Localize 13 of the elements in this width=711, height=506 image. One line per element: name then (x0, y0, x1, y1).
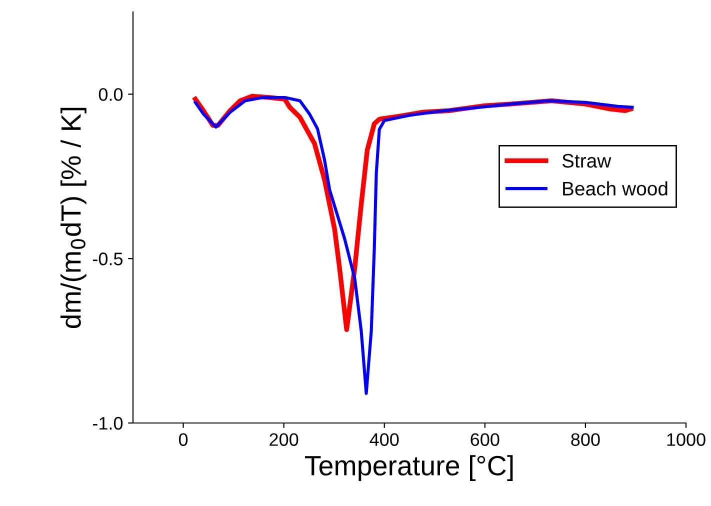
y-tick-label: 0.0 (98, 88, 123, 101)
legend-label: Straw (562, 154, 612, 168)
x-tick-label: 400 (370, 433, 399, 446)
x-tick-label: 0 (178, 433, 188, 446)
x-tick-label: 200 (270, 433, 298, 446)
y-tick-label: -0.5 (92, 252, 123, 266)
x-axis-title: Temperature [°C] (305, 455, 513, 482)
y-axis-title: dm/(m$_{0}$dT) [% / K] (60, 108, 86, 328)
x-tick-label: 600 (470, 433, 500, 446)
y-tick-label: -1.0 (92, 416, 123, 430)
legend-label: Beach wood (563, 181, 668, 196)
x-tick-label: 800 (571, 433, 600, 446)
x-tick-label: 1000 (667, 433, 706, 446)
